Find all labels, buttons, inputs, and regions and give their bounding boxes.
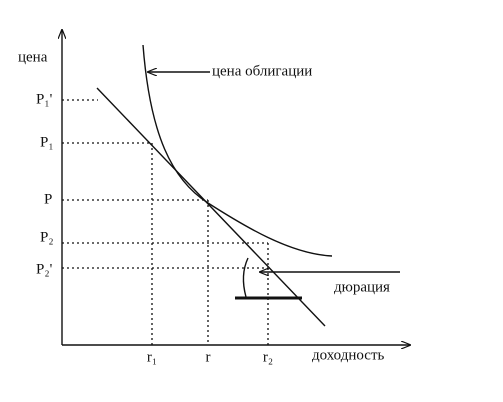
price-label: P₁' (36, 91, 53, 107)
y-axis-label: цена (18, 49, 48, 65)
price-label: P₂' (36, 261, 53, 277)
yield-label: r₁ (147, 349, 157, 365)
yield-label: r₂ (263, 349, 273, 365)
price-label: P₁ (40, 134, 54, 150)
tangent-label: дюрация (334, 279, 390, 295)
price-label: P₂ (40, 229, 54, 245)
x-axis-label: доходность (312, 347, 385, 363)
angle-arc (242, 257, 249, 298)
curve-label: цена облигации (212, 63, 312, 79)
tangent-line (96, 87, 326, 327)
price-label: P (44, 191, 52, 207)
yield-label: r (206, 349, 211, 365)
